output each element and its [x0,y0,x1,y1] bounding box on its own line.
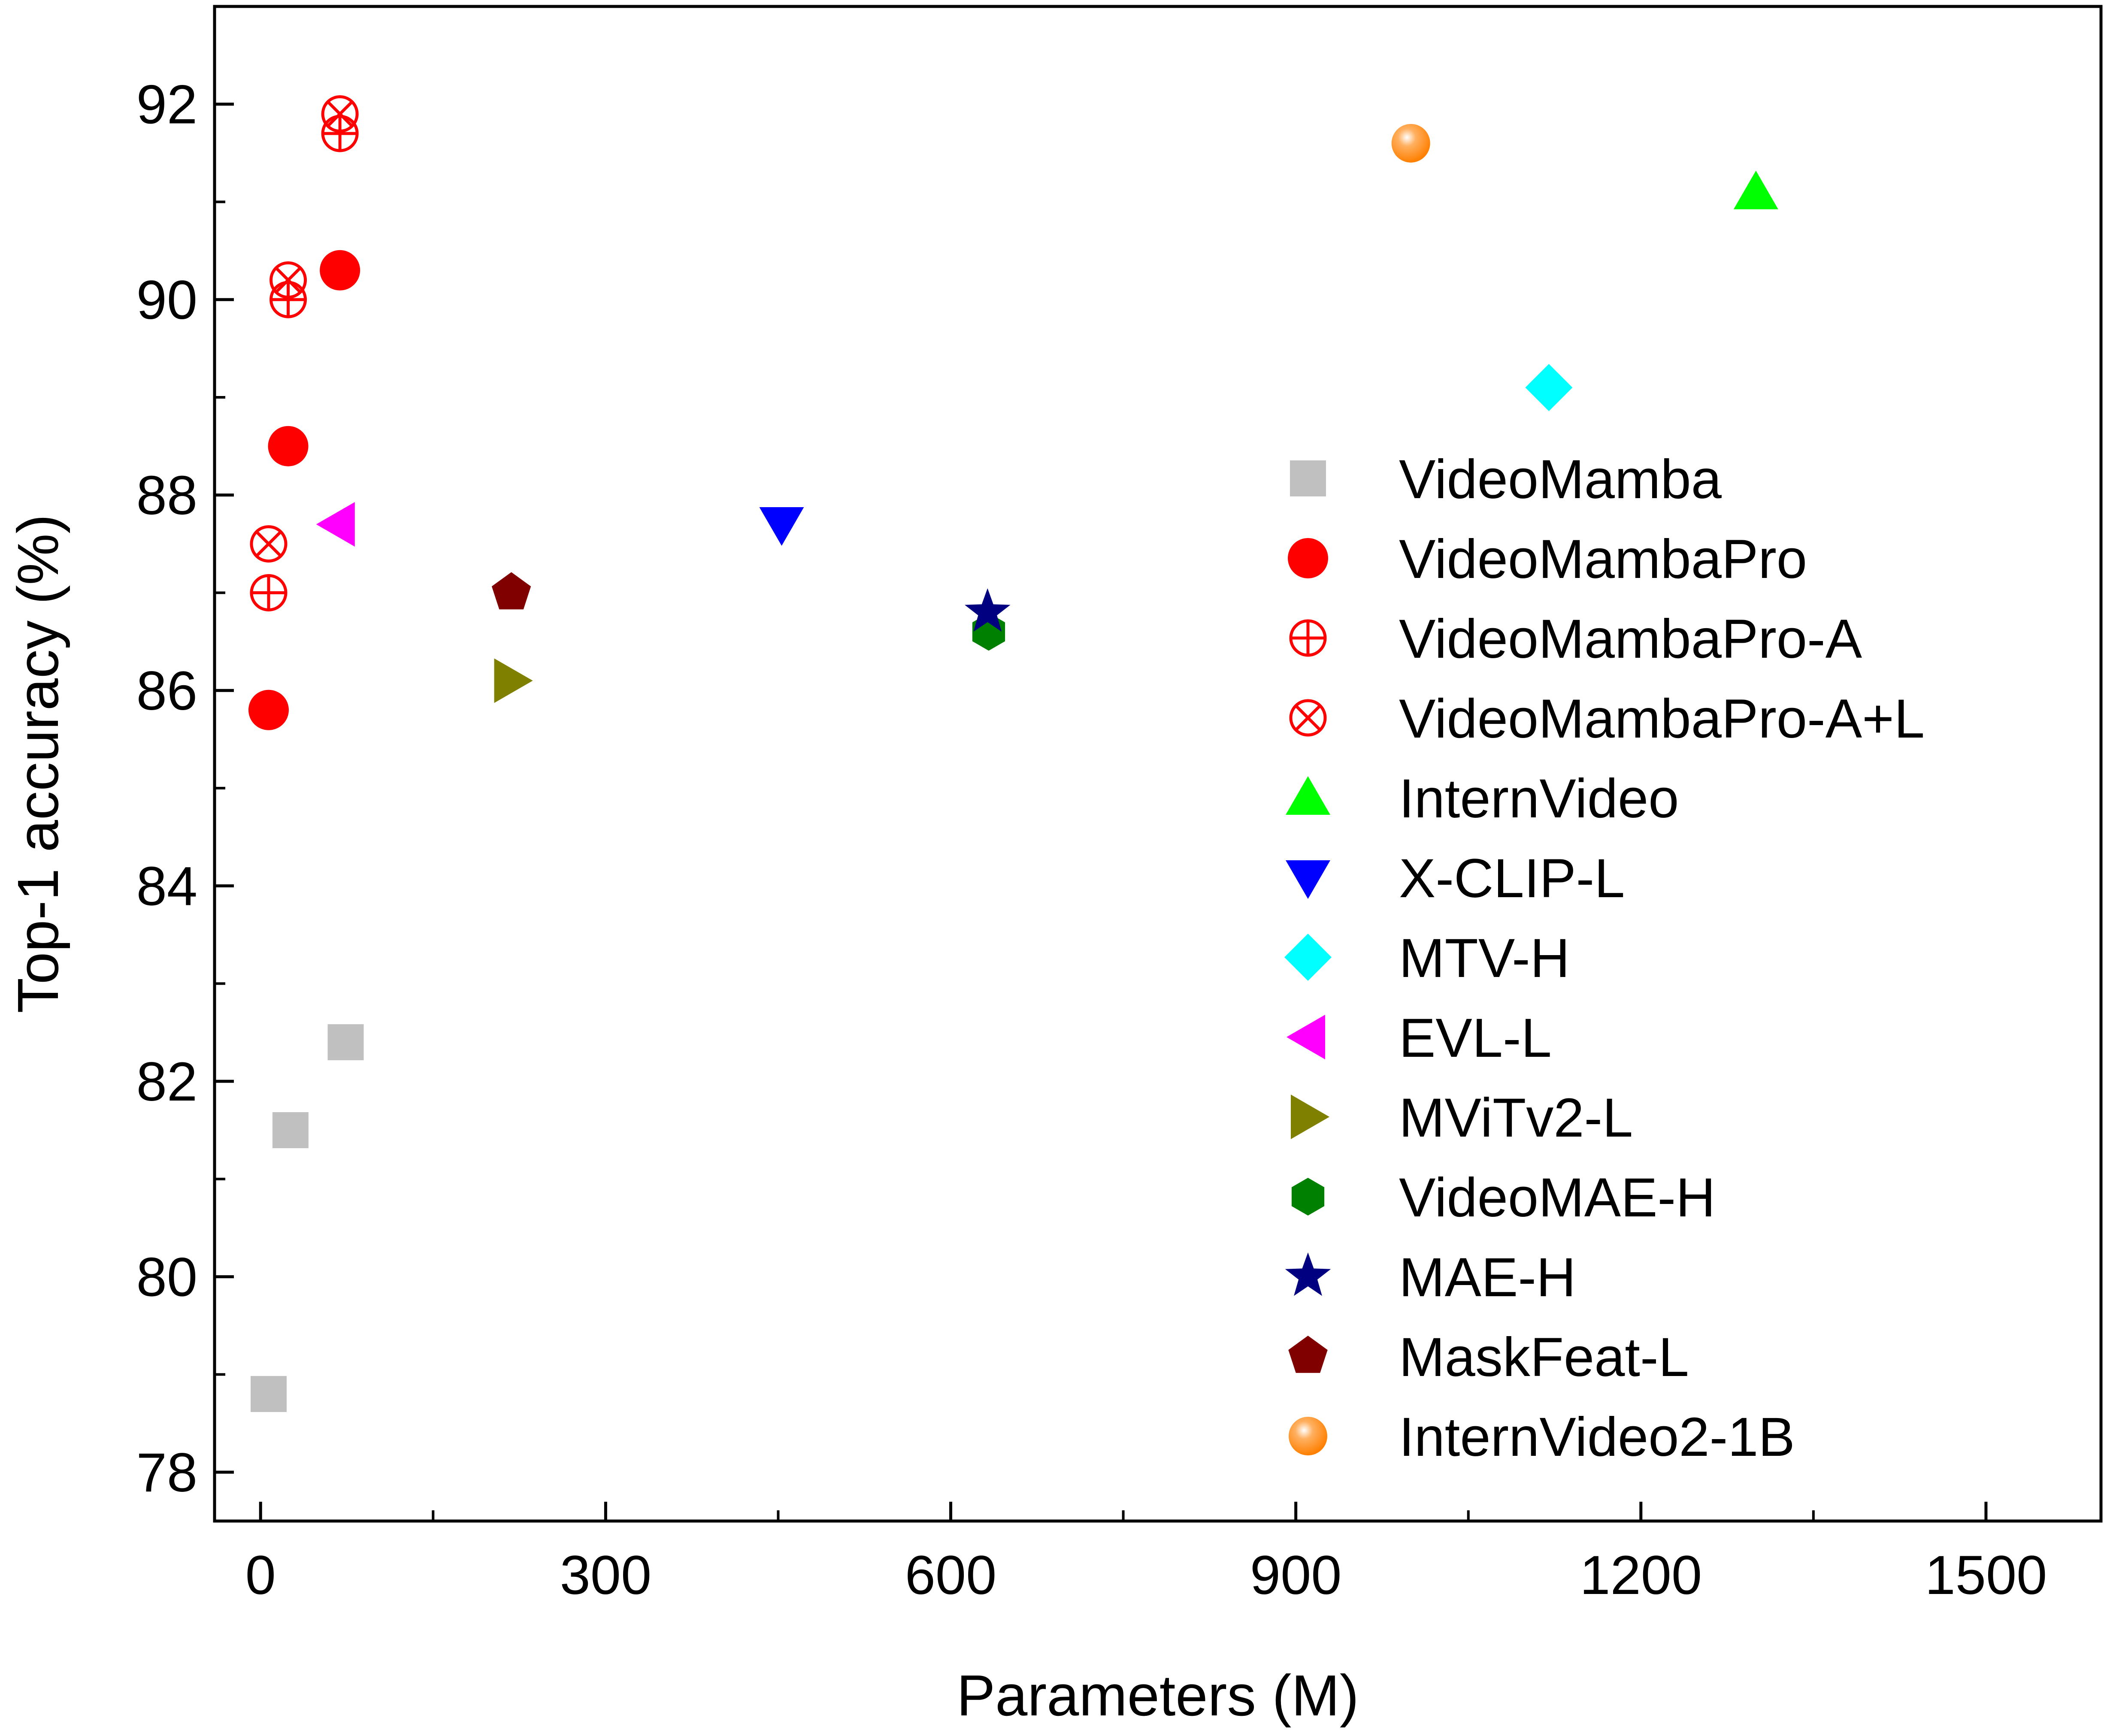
legend-marker-7 [1287,1015,1325,1059]
legend-marker-8 [1291,1095,1329,1139]
data-points [248,95,1778,1412]
point-series-7-0 [316,502,355,547]
legend-marker-10 [1285,1252,1331,1296]
point-series-3-0 [250,525,288,563]
legend-label-9: VideoMAE-H [1399,1167,1716,1228]
legend-label-4: InternVideo [1399,768,1679,829]
y-tick-label-4: 86 [136,660,197,722]
legend-marker-11 [1288,1336,1328,1373]
point-series-1-2 [320,250,360,290]
legend-label-11: MaskFeat-L [1399,1327,1689,1388]
legend-marker-6 [1284,934,1332,981]
y-tick-label-3: 84 [136,856,197,917]
y-tick-label-1: 80 [136,1247,197,1308]
legend-marker-5 [1286,860,1330,899]
legend-marker-2 [1289,619,1327,657]
point-series-0-1 [272,1112,309,1149]
point-series-1-0 [248,690,289,730]
point-series-8-0 [494,658,533,703]
point-series-2-1 [269,281,307,318]
legend-label-2: VideoMambaPro-A [1399,608,1862,670]
point-series-1-1 [268,426,309,466]
y-tick-label-6: 90 [136,269,197,331]
x-axis-label: Parameters (M) [957,1663,1359,1728]
legend-label-12: InternVideo2-1B [1399,1406,1795,1468]
legend-marker-0 [1290,460,1326,496]
y-tick-label-7: 92 [136,74,197,136]
x-tick-label-5: 1500 [1925,1545,2047,1606]
point-series-3-2 [321,95,359,133]
y-tick-label-5: 88 [136,465,197,526]
y-tick-label-2: 82 [136,1051,197,1113]
x-tick-label-1: 300 [560,1545,652,1606]
legend-label-6: MTV-H [1399,928,1570,989]
legend-label-8: MViTv2-L [1399,1087,1633,1149]
point-series-2-0 [250,574,288,611]
point-series-2-2 [321,115,359,152]
point-series-11-0 [491,572,531,610]
y-axis-label: Top-1 accuracy (%) [6,514,70,1013]
y-tick-label-0: 78 [136,1442,197,1503]
legend-label-7: EVL-L [1399,1007,1552,1069]
point-series-12-0 [1391,124,1430,163]
legend: VideoMamba VideoMambaPro VideoMambaPro-A Vi… [1284,449,1925,1468]
point-series-0-0 [250,1376,287,1412]
legend-marker-12 [1289,1417,1327,1455]
point-series-5-0 [759,507,804,546]
legend-label-3: VideoMambaPro-A+L [1399,688,1925,750]
legend-marker-3 [1289,699,1327,737]
legend-marker-4 [1286,776,1330,815]
legend-label-5: X-CLIP-L [1399,848,1625,909]
point-series-3-1 [269,261,307,299]
point-series-6-0 [1525,364,1573,411]
x-tick-label-0: 0 [245,1545,276,1606]
x-tick-label-4: 1200 [1580,1545,1702,1606]
point-series-10-0 [965,588,1011,632]
plot-frame [213,5,2103,1523]
legend-marker-1 [1288,538,1328,578]
x-tick-label-3: 900 [1250,1545,1342,1606]
x-tick-label-2: 600 [905,1545,997,1606]
legend-label-1: VideoMambaPro [1399,529,1807,590]
point-series-0-2 [327,1024,364,1061]
point-series-4-0 [1733,170,1778,209]
legend-label-10: MAE-H [1399,1247,1576,1308]
legend-marker-9 [1291,1178,1325,1216]
legend-label-0: VideoMamba [1399,449,1722,510]
axis-ticks: 0 300 600 900 1200 1500 78 80 82 84 86 88 90 92 [136,74,2047,1606]
